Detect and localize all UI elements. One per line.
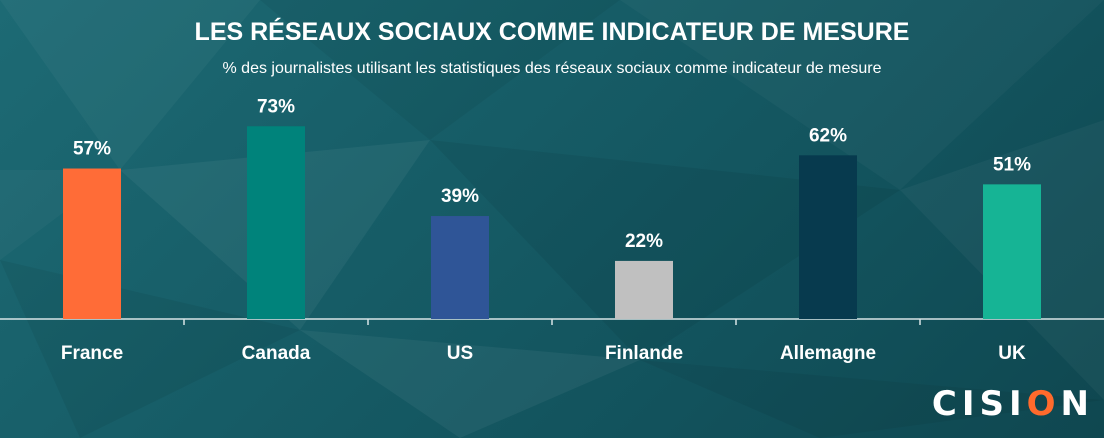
bar-france <box>63 168 121 319</box>
bar-allemagne <box>799 155 857 319</box>
data-label-canada: 73% <box>257 96 295 117</box>
data-label-finlande: 22% <box>625 231 663 252</box>
category-label-france: France <box>61 343 123 364</box>
category-label-uk: UK <box>998 343 1026 364</box>
category-label-allemagne: Allemagne <box>780 343 876 364</box>
category-label-us: US <box>447 343 473 364</box>
data-label-allemagne: 62% <box>809 125 847 146</box>
bar-finlande <box>615 260 673 319</box>
bar-uk <box>983 184 1041 319</box>
category-label-canada: Canada <box>242 343 311 364</box>
bar-canada <box>247 126 305 319</box>
chart-subtitle: % des journalistes utilisant les statist… <box>222 60 882 77</box>
cision-logo: CISION <box>932 384 1094 424</box>
logo-text-o: O <box>1026 384 1061 424</box>
logo-text-left: CISI <box>931 384 1027 424</box>
logo-text-right: N <box>1060 384 1094 424</box>
bar-us <box>431 216 489 319</box>
data-label-us: 39% <box>441 186 479 207</box>
data-label-france: 57% <box>73 139 111 160</box>
data-label-uk: 51% <box>993 154 1031 175</box>
category-label-finlande: Finlande <box>605 343 683 364</box>
chart-title: LES RÉSEAUX SOCIAUX COMME INDICATEUR DE … <box>194 18 910 46</box>
